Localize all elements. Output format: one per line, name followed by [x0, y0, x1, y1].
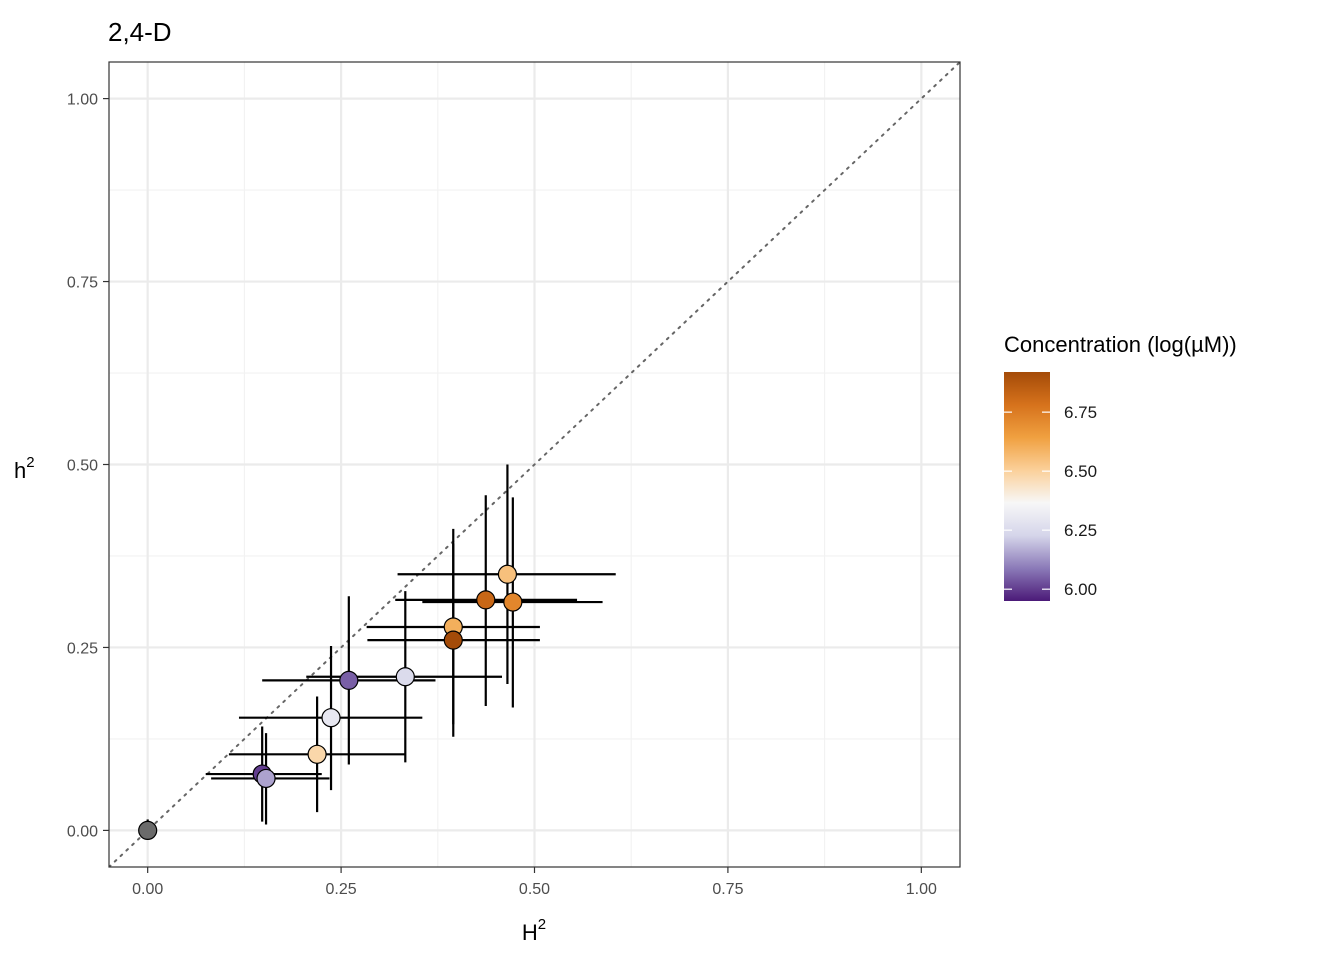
color-legend: Concentration (log(µM)) 6.00 6.25 6.50 6.75: [1004, 332, 1237, 601]
y-tick-label: 0.25: [67, 640, 98, 657]
legend-title: Concentration (log(µM)): [1004, 332, 1237, 357]
x-tick-label: 1.00: [906, 881, 937, 898]
data-point: [395, 667, 415, 687]
y-axis-title: h2: [14, 454, 35, 483]
colorbar-ticks: 6.00 6.25 6.50 6.75: [1004, 403, 1097, 599]
y-tick-label: 0.00: [67, 823, 98, 840]
y-axis-title-superscript: 2: [26, 454, 34, 471]
x-tick-label: 0.50: [519, 881, 550, 898]
y-tick-label: 0.50: [67, 458, 98, 475]
x-axis-ticks: 0.00 0.25 0.50 0.75 1.00: [132, 867, 937, 898]
data-points: [138, 564, 523, 841]
chart-title: 2,4-D: [108, 17, 172, 47]
data-point: [256, 768, 276, 789]
colorbar: [1004, 372, 1050, 601]
identity-reference-line: [109, 62, 960, 867]
y-axis-title-base: h: [14, 458, 26, 483]
colorbar-label: 6.50: [1064, 462, 1097, 481]
data-point: [503, 592, 523, 612]
data-point: [138, 820, 158, 841]
y-tick-label: 1.00: [67, 92, 98, 109]
colorbar-label: 6.00: [1064, 580, 1097, 599]
colorbar-label: 6.75: [1064, 403, 1097, 422]
x-tick-label: 0.25: [326, 881, 357, 898]
x-tick-label: 0.75: [712, 881, 743, 898]
x-axis-title-superscript: 2: [538, 916, 546, 933]
data-point: [339, 670, 359, 690]
x-tick-label: 0.00: [132, 881, 163, 898]
x-axis-title-base: H: [522, 920, 538, 945]
colorbar-label: 6.25: [1064, 521, 1097, 540]
y-tick-label: 0.75: [67, 275, 98, 292]
data-point: [443, 630, 463, 650]
y-axis-ticks: 0.00 0.25 0.50 0.75 1.00: [67, 92, 109, 840]
x-axis-title: H2: [522, 916, 546, 945]
data-point: [476, 590, 496, 610]
data-point: [321, 708, 341, 728]
data-point: [497, 564, 518, 584]
data-point: [307, 744, 327, 764]
